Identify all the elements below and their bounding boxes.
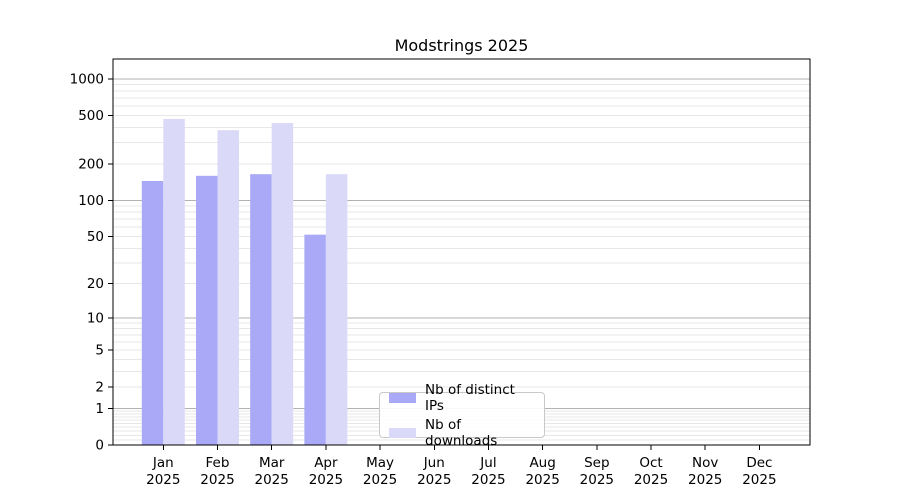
y-tick-label: 10: [87, 310, 104, 326]
chart-title: Modstrings 2025: [394, 36, 529, 55]
x-tick-label-year: 2025: [634, 472, 668, 488]
y-axis: 0 1 2 5 10 20 50 100 200 500 1000: [70, 72, 113, 454]
bar-downloads-feb: [217, 130, 239, 445]
y-tick-label: 0: [95, 438, 104, 454]
bar-distinct-ips-feb: [195, 175, 218, 445]
x-tick-label-year: 2025: [525, 472, 559, 488]
legend-swatch-downloads: [389, 427, 416, 438]
legend-item-downloads: Nb of downloads: [389, 417, 535, 449]
legend-label-distinct-ips: Nb of distinct IPs: [425, 381, 515, 414]
x-tick-label-year: 2025: [146, 472, 180, 488]
x-tick-label-month: Jul: [479, 455, 496, 471]
x-tick-label-month: Dec: [746, 455, 772, 471]
y-tick-label: 1: [95, 401, 104, 417]
x-tick-label-month: Oct: [639, 455, 662, 471]
bar-distinct-ips-apr: [304, 234, 326, 445]
y-tick-label: 20: [87, 276, 104, 292]
bar-distinct-ips-mar: [250, 174, 272, 445]
bar-distinct-ips-jan: [141, 180, 164, 445]
y-tick-label: 100: [78, 193, 104, 209]
x-tick-label-month: Aug: [529, 455, 555, 471]
y-tick-label: 5: [95, 343, 104, 359]
legend-label-downloads: Nb of downloads: [425, 416, 498, 449]
x-tick-label-month: Feb: [206, 455, 230, 471]
x-tick-label-month: May: [366, 455, 394, 471]
x-tick-label-month: Jun: [423, 455, 445, 471]
bar-downloads-apr: [325, 174, 348, 445]
y-tick-label: 500: [78, 108, 104, 124]
bars: [141, 118, 348, 445]
y-tick-label: 1000: [70, 72, 104, 88]
x-tick-label-year: 2025: [417, 472, 451, 488]
x-tick-label-month: Apr: [314, 455, 338, 471]
x-tick-label-month: Sep: [584, 455, 609, 471]
x-tick-label-month: Jan: [152, 455, 174, 471]
x-tick-label-year: 2025: [471, 472, 505, 488]
x-tick-label-month: Mar: [259, 455, 285, 471]
x-tick-label-year: 2025: [688, 472, 722, 488]
x-tick-label-year: 2025: [255, 472, 289, 488]
x-tick-label-year: 2025: [742, 472, 776, 488]
y-tick-label: 50: [87, 229, 104, 245]
x-tick-label-year: 2025: [363, 472, 397, 488]
x-axis: Jan2025Feb2025Mar2025Apr2025May2025Jun20…: [146, 445, 777, 488]
legend-swatch-distinct-ips: [389, 392, 416, 403]
legend: Nb of distinct IPs Nb of downloads: [379, 382, 545, 449]
axes: [112, 58, 811, 446]
x-tick-label-year: 2025: [580, 472, 614, 488]
x-tick-label-month: Nov: [692, 455, 718, 471]
bar-downloads-mar: [271, 123, 294, 445]
x-tick-label-year: 2025: [309, 472, 343, 488]
y-tick-label: 2: [95, 379, 104, 395]
legend-item-distinct-ips: Nb of distinct IPs: [389, 382, 535, 414]
bar-downloads-jan: [163, 118, 185, 445]
y-tick-label: 200: [78, 157, 104, 173]
x-tick-label-year: 2025: [200, 472, 234, 488]
plot-border: [112, 58, 811, 446]
